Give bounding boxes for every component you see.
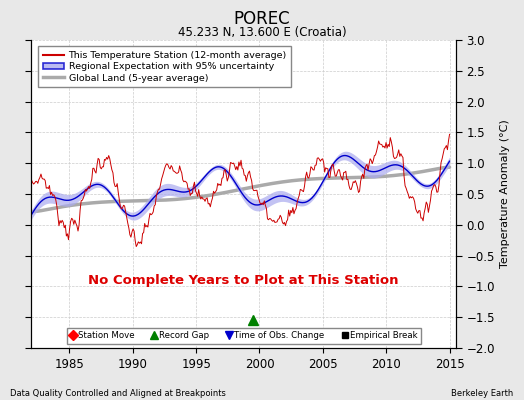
Text: No Complete Years to Plot at This Station: No Complete Years to Plot at This Statio… bbox=[89, 274, 399, 287]
Y-axis label: Temperature Anomaly (°C): Temperature Anomaly (°C) bbox=[500, 120, 510, 268]
Legend: Station Move, Record Gap, Time of Obs. Change, Empirical Break: Station Move, Record Gap, Time of Obs. C… bbox=[67, 328, 421, 344]
Text: 45.233 N, 13.600 E (Croatia): 45.233 N, 13.600 E (Croatia) bbox=[178, 26, 346, 39]
Text: Data Quality Controlled and Aligned at Breakpoints: Data Quality Controlled and Aligned at B… bbox=[10, 389, 226, 398]
Text: Berkeley Earth: Berkeley Earth bbox=[451, 389, 514, 398]
Text: POREC: POREC bbox=[234, 10, 290, 28]
